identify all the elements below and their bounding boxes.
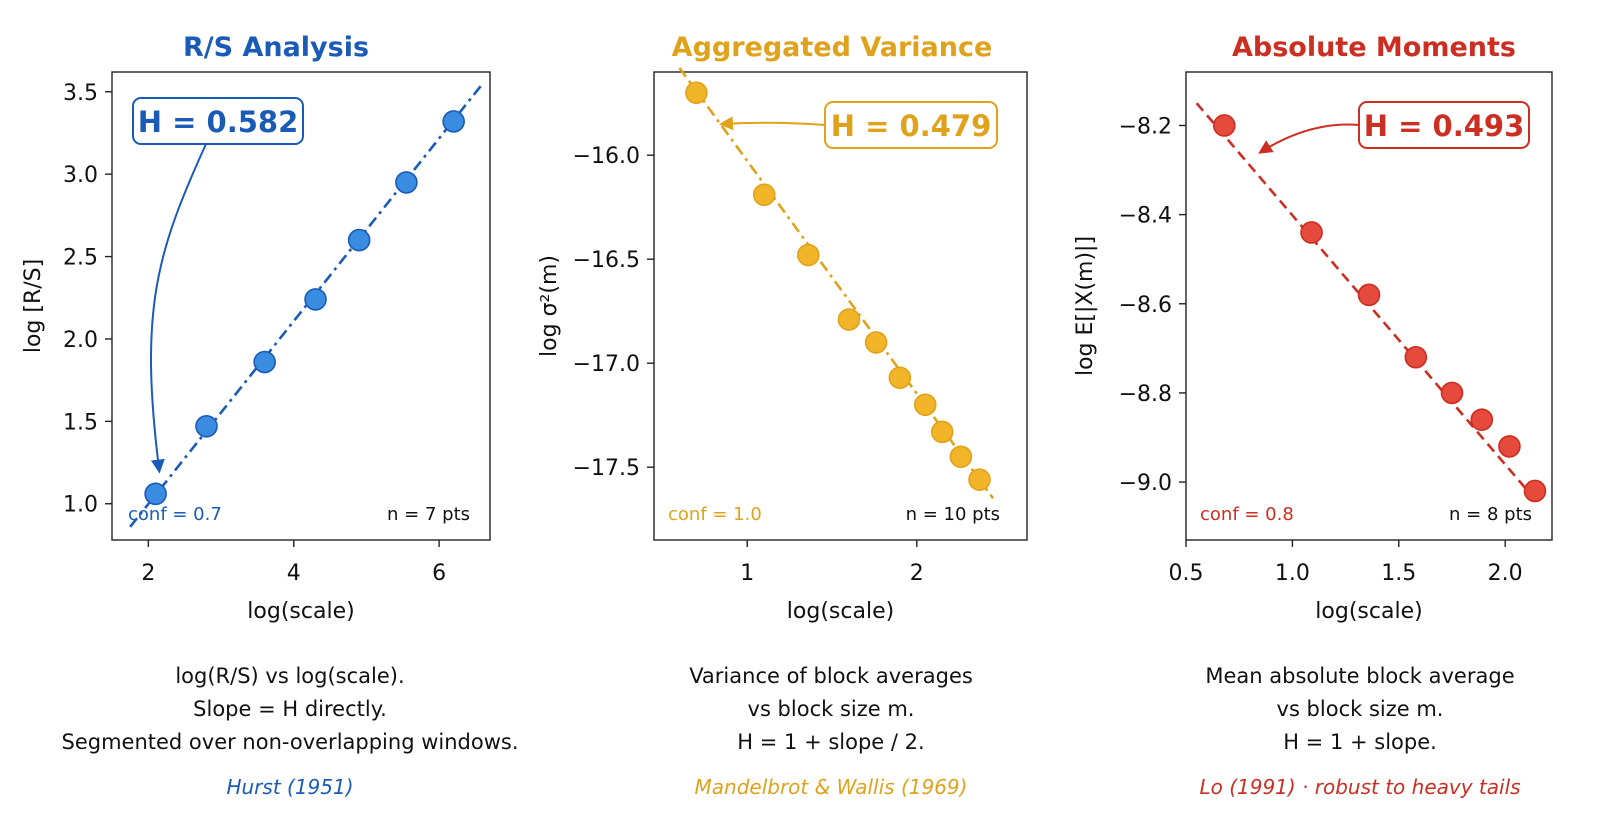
chart-citation: Mandelbrot & Wallis (1969)	[694, 775, 968, 799]
data-point	[1213, 114, 1236, 137]
annotation-arrow	[1258, 123, 1360, 154]
data-point	[796, 243, 820, 267]
data-point	[395, 171, 418, 194]
point-count-label: n = 7 pts	[387, 504, 470, 525]
data-point	[253, 350, 276, 374]
hurst-estimate-label: H = 0.582	[138, 105, 299, 139]
hurst-estimate-label: H = 0.493	[1364, 109, 1525, 143]
caption-line: vs block size m.	[1276, 697, 1444, 721]
caption-line: Variance of block averages	[689, 664, 973, 688]
chart-citation: Hurst (1951)	[226, 775, 354, 799]
plot-frame	[111, 71, 491, 541]
data-point	[888, 366, 912, 390]
annotation-arrow	[150, 143, 207, 474]
y-tick-label: −8.8	[1119, 382, 1172, 407]
chart-citation: Lo (1991) · robust to heavy tails	[1199, 775, 1521, 799]
caption-line: Segmented over non-overlapping windows.	[61, 730, 519, 754]
data-point	[930, 420, 954, 444]
y-tick-label: −9.0	[1119, 471, 1172, 496]
chart-caption: Mean absolute block average vs block size…	[1100, 660, 1607, 759]
annotation-arrow	[719, 116, 826, 131]
caption-line: H = 1 + slope / 2.	[737, 730, 925, 754]
point-count-label: n = 10 pts	[906, 504, 1000, 525]
data-point	[864, 331, 888, 354]
annotation-box	[1358, 101, 1530, 149]
data-point	[144, 482, 167, 506]
y-tick-label: 2.0	[63, 328, 98, 353]
fit-line	[678, 67, 995, 500]
data-point	[1300, 221, 1323, 244]
confidence-label: conf = 1.0	[668, 504, 762, 525]
point-count-label: n = 8 pts	[1449, 504, 1532, 525]
chart-caption: log(R/S) vs log(scale). Slope = H directl…	[30, 660, 550, 759]
data-point	[304, 288, 327, 311]
caption-line: H = 1 + slope.	[1283, 730, 1437, 754]
x-tick-label: 4	[287, 561, 301, 586]
caption-line: Slope = H directly.	[193, 697, 387, 721]
y-tick-label: −8.4	[1119, 204, 1172, 229]
caption-line: vs block size m.	[747, 697, 915, 721]
x-tick-label: 6	[432, 561, 446, 586]
y-tick-label: −8.2	[1119, 114, 1172, 139]
x-tick-label: 1	[740, 561, 754, 586]
chart-title: Absolute Moments	[1232, 32, 1516, 63]
data-point	[752, 183, 776, 207]
data-point	[1498, 435, 1521, 458]
y-tick-label: 1.5	[63, 410, 98, 435]
data-point	[1357, 283, 1381, 307]
data-point	[949, 445, 973, 469]
y-tick-label: −8.6	[1119, 293, 1172, 318]
annotation-box	[132, 97, 304, 145]
x-axis-label: log(scale)	[247, 599, 354, 624]
y-tick-label: −17.5	[573, 456, 640, 481]
confidence-label: conf = 0.7	[128, 504, 222, 525]
plot-frame	[653, 71, 1028, 541]
chart-title: R/S Analysis	[183, 32, 369, 63]
x-tick-label: 2.0	[1488, 561, 1523, 586]
data-point	[442, 110, 465, 133]
y-tick-label: 2.5	[63, 246, 98, 271]
y-tick-label: 3.5	[63, 81, 98, 106]
data-point	[1523, 479, 1547, 503]
chart-panel-3: Absolute Moments −8.2 −8.4 −8.6 −8.8 −9.0 0.5 1…	[1073, 32, 1553, 624]
x-axis-label: log(scale)	[1315, 599, 1422, 624]
data-point	[1440, 381, 1464, 405]
data-point	[968, 468, 991, 491]
caption-line: Mean absolute block average	[1205, 664, 1515, 688]
x-axis-label: log(scale)	[787, 599, 894, 624]
y-axis-label: log E[|X(m)|]	[1073, 236, 1098, 376]
caption-line: log(R/S) vs log(scale).	[175, 664, 405, 688]
confidence-label: conf = 0.8	[1200, 504, 1294, 525]
chart-title: Aggregated Variance	[672, 32, 993, 63]
chart-caption: Variance of block averages vs block size …	[571, 660, 1091, 759]
x-tick-label: 1.5	[1381, 561, 1416, 586]
x-tick-label: 0.5	[1169, 561, 1204, 586]
y-tick-label: 3.0	[63, 163, 98, 188]
y-axis-label: log σ²(m)	[537, 255, 562, 357]
data-point	[1404, 345, 1428, 369]
y-tick-label: −16.0	[573, 144, 640, 169]
chart-panel-2: Aggregated Variance −16.0 −16.5 −17.0 −17.5 1…	[537, 32, 1028, 624]
data-point	[837, 308, 861, 331]
x-tick-label: 1.0	[1275, 561, 1310, 586]
data-point	[195, 414, 218, 438]
chart-panel-1: R/S Analysis 1.0 1.5 2.0 2.5 3.0 3.5 2 4 6 log(sca…	[21, 32, 491, 624]
y-tick-label: 1.0	[63, 493, 98, 518]
data-point	[347, 228, 371, 252]
y-tick-label: −16.5	[573, 248, 640, 273]
x-tick-label: 2	[141, 561, 155, 586]
x-tick-label: 2	[910, 561, 924, 586]
data-point	[913, 393, 937, 417]
y-tick-label: −17.0	[573, 352, 640, 377]
hurst-estimate-label: H = 0.479	[831, 109, 992, 143]
annotation-box	[824, 101, 998, 149]
y-axis-label: log [R/S]	[21, 259, 46, 353]
data-point	[1470, 408, 1494, 431]
plot-frame	[1185, 71, 1553, 541]
data-point	[685, 81, 708, 105]
